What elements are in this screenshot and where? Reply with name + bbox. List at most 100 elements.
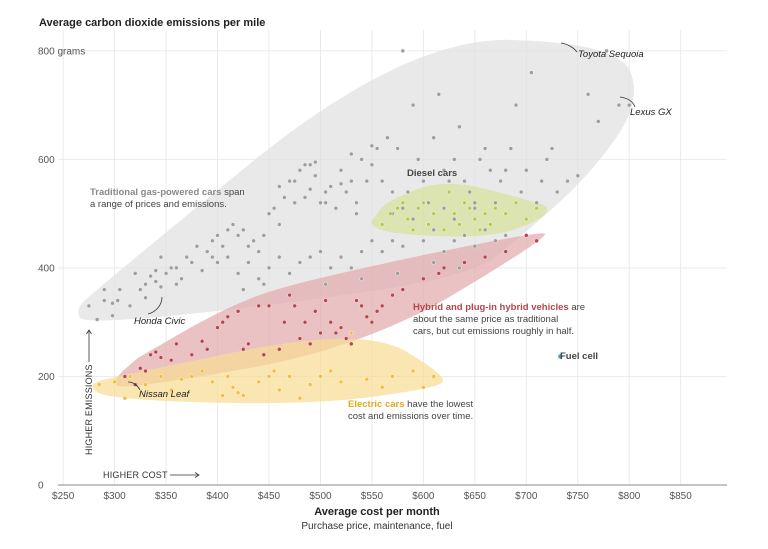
- hybrid-point: [462, 260, 467, 265]
- hybrid-point: [246, 341, 251, 347]
- x-tick-label: $650: [464, 491, 487, 502]
- hybrid-annotation-rest: are: [569, 302, 585, 313]
- gas-point: [549, 146, 555, 151]
- diesel-point: [472, 216, 477, 222]
- gas-point: [498, 178, 503, 184]
- electric-annotation-bold: Electric cars: [348, 399, 405, 410]
- gas-point: [508, 146, 514, 151]
- gas-point: [261, 282, 266, 287]
- gas-point: [323, 189, 328, 195]
- nissan-leaf-label: Nissan Leaf: [139, 389, 191, 400]
- higher-emissions-arrow-head: [86, 329, 92, 335]
- electric-point: [112, 379, 117, 385]
- gas-point: [359, 157, 364, 162]
- diesel-cloud: [371, 183, 548, 237]
- gas-point: [117, 287, 123, 292]
- gas-point: [225, 227, 231, 233]
- x-tick-label: $850: [670, 491, 693, 502]
- lexus-gx-label: Lexus GX: [630, 107, 672, 118]
- hybrid-point: [174, 341, 179, 347]
- electric-point: [328, 368, 333, 374]
- diesel-point: [513, 200, 519, 206]
- hybrid-point: [122, 374, 128, 379]
- electric-point: [158, 374, 164, 379]
- gas-point: [277, 254, 282, 260]
- gas-point: [462, 233, 467, 238]
- hybrid-point: [292, 303, 297, 309]
- gas-point: [102, 298, 107, 303]
- hybrid-point: [323, 298, 328, 303]
- gas-point: [441, 167, 447, 173]
- gas-point: [328, 265, 333, 271]
- electric-point: [235, 390, 241, 395]
- y-tick-label: 400: [38, 263, 55, 274]
- gas-point: [246, 243, 251, 249]
- diesel-point: [462, 200, 467, 206]
- gas-point: [168, 265, 174, 271]
- x-tick-label: $750: [567, 491, 590, 502]
- diesel-point: [477, 227, 483, 233]
- electric-annotation: Electric cars have the lowest cost and e…: [348, 399, 476, 422]
- electric-point: [338, 379, 344, 385]
- gas-point: [369, 162, 375, 168]
- hybrid-point: [153, 349, 159, 355]
- hybrid-point: [313, 309, 318, 314]
- y-tick-label: 0: [38, 481, 44, 492]
- gas-point: [215, 260, 220, 265]
- diesel-point: [534, 205, 539, 211]
- gas-point: [493, 200, 498, 206]
- gas-point: [446, 178, 452, 184]
- gas-point: [266, 211, 272, 216]
- hybrid-point: [328, 320, 333, 325]
- diesel-point: [493, 205, 498, 211]
- gas-point: [143, 295, 148, 300]
- gas-point: [174, 282, 179, 287]
- gas-point: [148, 273, 153, 279]
- hybrid-point: [204, 347, 210, 352]
- gas-point: [292, 200, 297, 206]
- hybrid-point: [364, 314, 369, 319]
- gas-point: [513, 102, 519, 108]
- electric-cloud: [92, 338, 444, 404]
- electric-point: [318, 374, 323, 379]
- gas-point: [395, 146, 400, 151]
- gas-point: [138, 287, 143, 292]
- gas-point: [482, 227, 488, 233]
- gas-point: [390, 189, 395, 195]
- hybrid-point: [400, 287, 405, 292]
- gas-point: [318, 200, 323, 206]
- hybrid-annotation-line3: cars, but cut emissions roughly in half.: [413, 326, 574, 337]
- hybrid-point: [266, 303, 272, 309]
- diesel-point: [503, 211, 508, 216]
- gas-annotation-rest: span: [221, 187, 244, 198]
- gas-point: [189, 260, 195, 265]
- gas-point: [163, 271, 169, 276]
- gas-point: [318, 249, 323, 254]
- diesel-point: [410, 227, 416, 233]
- gas-point: [338, 254, 344, 260]
- electric-point: [122, 396, 128, 401]
- points-layer: [86, 48, 632, 401]
- electric-point: [421, 385, 426, 390]
- hybrid-point: [189, 352, 195, 357]
- gas-point: [241, 227, 246, 233]
- axis-layer: $250 $300 $350 $400 $450 $500 $550 $600 $650 $700…: [38, 46, 727, 502]
- electric-point: [127, 374, 133, 379]
- x-tick-label: $700: [515, 491, 538, 502]
- gas-point: [359, 249, 364, 254]
- hybrid-point: [441, 265, 447, 271]
- gas-point: [271, 205, 277, 211]
- gas-point: [143, 282, 148, 287]
- gas-point: [416, 157, 421, 162]
- gas-point: [338, 181, 344, 187]
- electric-point: [256, 379, 261, 385]
- gas-annotation-bold: Traditional gas-powered cars: [90, 187, 221, 198]
- diesel-annotation: Diesel cars: [407, 168, 457, 179]
- fuel-cell-annotation: Fuel cell: [560, 351, 598, 362]
- diesel-point: [482, 211, 488, 216]
- higher-emissions-label: HIGHER EMISSIONS: [84, 364, 94, 455]
- gas-point: [199, 268, 205, 273]
- hybrid-point: [297, 336, 303, 341]
- gas-point: [380, 249, 385, 254]
- gas-point: [153, 268, 159, 273]
